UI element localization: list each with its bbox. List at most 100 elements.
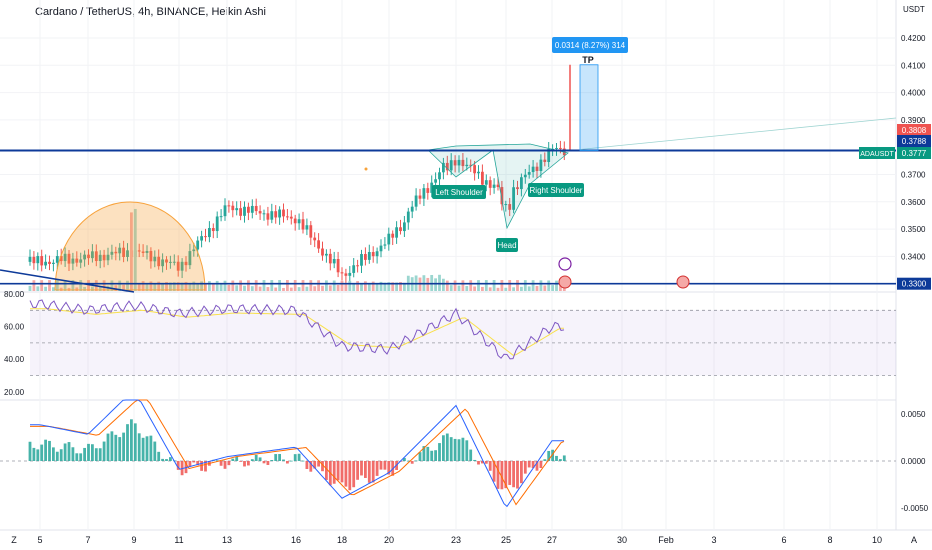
macd-histogram-bar — [336, 461, 340, 481]
candle — [83, 254, 86, 260]
time-tick-label: Feb — [658, 535, 674, 545]
volume-bar — [219, 284, 223, 291]
macd-histogram-bar — [473, 459, 476, 461]
volume-bar — [445, 280, 449, 291]
macd-histogram-bar — [258, 457, 262, 461]
candle — [91, 251, 94, 259]
last-price-badge-bg — [897, 124, 931, 136]
volume-bar — [157, 281, 161, 291]
volume-bar — [145, 283, 149, 291]
volume-bar — [83, 286, 86, 291]
candle — [161, 259, 164, 267]
volume-bar — [391, 282, 395, 291]
volume-bar — [449, 285, 453, 291]
grid — [0, 0, 896, 530]
volume-bar — [169, 282, 172, 291]
volume-bar — [48, 280, 51, 291]
macd-histogram-bar — [266, 461, 270, 465]
macd-histogram-bar — [465, 440, 469, 461]
candle — [367, 252, 371, 260]
volume-bar — [32, 280, 36, 291]
macd-histogram-bar — [63, 443, 67, 461]
candle — [176, 261, 180, 271]
candle — [504, 204, 508, 206]
candle — [204, 236, 207, 238]
candle — [469, 164, 473, 166]
candle — [309, 225, 313, 238]
rsi-pane — [29, 299, 896, 376]
volume-bar — [172, 282, 176, 291]
candle — [430, 182, 434, 193]
time-tick-label: 30 — [617, 535, 627, 545]
volume-bar — [325, 280, 328, 291]
macd-histogram-bar — [141, 437, 145, 461]
candle — [301, 219, 305, 230]
macd-histogram-bar — [48, 440, 51, 461]
volume-bar — [274, 287, 278, 291]
macd-histogram-bar — [235, 456, 239, 461]
candle — [36, 256, 40, 264]
volume-bar — [289, 287, 293, 291]
macd-histogram-bar — [375, 461, 379, 476]
volume-bar — [313, 286, 317, 291]
candle — [293, 218, 297, 224]
time-tick-label: 9 — [131, 535, 136, 545]
macd-histogram-bar — [496, 461, 500, 489]
macd-histogram-bar — [461, 437, 465, 461]
candle — [461, 159, 465, 167]
candle — [535, 166, 539, 171]
candle — [387, 233, 391, 245]
candle — [215, 216, 219, 232]
volume-bar — [137, 284, 141, 291]
candle — [465, 164, 469, 167]
volume-bar — [122, 284, 125, 291]
macd-histogram-bar — [243, 461, 246, 467]
candle — [219, 216, 223, 218]
price-unit-label: USDT — [903, 5, 925, 14]
macd-histogram-bar — [44, 439, 47, 461]
macd-histogram-bar — [360, 461, 363, 476]
candle — [297, 219, 301, 224]
volume-bar — [360, 283, 363, 291]
candle — [305, 225, 309, 230]
flag-marker-icon — [558, 275, 572, 289]
candle — [71, 258, 75, 264]
macd-histogram-bar — [75, 453, 79, 461]
macd-line — [30, 399, 564, 508]
volume-bar — [215, 280, 219, 291]
macd-histogram-bar — [410, 461, 414, 464]
candle — [418, 195, 422, 199]
macd-histogram-bar — [110, 431, 114, 461]
macd-histogram-bar — [153, 441, 157, 461]
macd-tick-label: 0.0000 — [901, 457, 926, 466]
macd-histogram-bar — [200, 461, 203, 471]
price-tick-label: 0.4100 — [901, 61, 926, 70]
volume-bar — [504, 287, 508, 291]
dot-marker — [364, 167, 368, 171]
candle — [496, 184, 500, 188]
auto-scale-label: A — [911, 535, 917, 545]
volume-bar — [317, 280, 320, 291]
volume-bar — [149, 281, 153, 291]
candle — [488, 180, 492, 188]
candle — [266, 213, 270, 220]
volume-bar — [55, 280, 59, 291]
volume-bar — [243, 285, 246, 291]
rsi-tick-label: 40.00 — [4, 355, 25, 364]
volume-bar — [379, 281, 383, 291]
volume-bar — [481, 286, 484, 291]
volume-bar — [40, 280, 44, 291]
macd-histogram-bar — [52, 447, 55, 461]
candle — [403, 222, 406, 232]
macd-histogram-bar — [102, 441, 106, 461]
time-tick-label: 25 — [501, 535, 511, 545]
price-tick-label: 0.3600 — [901, 198, 926, 207]
symbol-price-badge-bg — [897, 147, 931, 159]
macd-histogram-bar — [403, 457, 406, 461]
macd-histogram-bar — [188, 461, 192, 467]
last-price-badge: 0.3808 — [902, 126, 927, 135]
volume-bar — [239, 280, 242, 291]
macd-histogram-bar — [215, 460, 219, 462]
candle — [59, 256, 63, 262]
